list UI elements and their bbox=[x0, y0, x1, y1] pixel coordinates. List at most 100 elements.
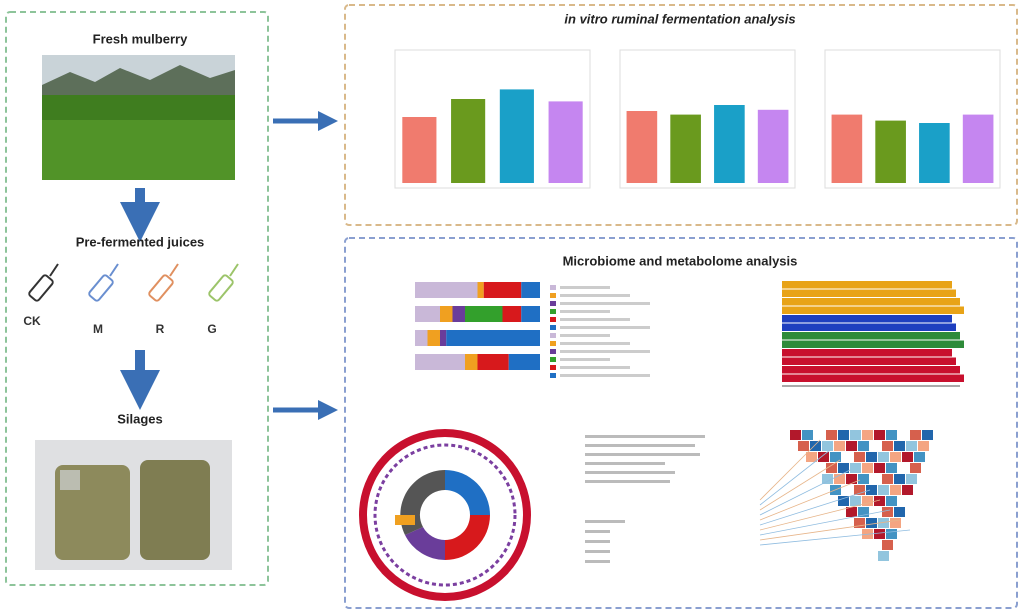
legend-swatch bbox=[550, 317, 556, 322]
mini-bar bbox=[626, 111, 658, 183]
juice-label: G bbox=[207, 322, 216, 336]
heat-cell bbox=[806, 452, 817, 462]
heat-cell bbox=[894, 474, 905, 484]
heat-cell bbox=[882, 474, 893, 484]
heat-cell bbox=[850, 496, 861, 506]
heat-cell bbox=[870, 441, 881, 451]
stacked-bar-chart bbox=[415, 282, 650, 378]
mini-bar bbox=[402, 117, 437, 183]
heat-cell bbox=[850, 463, 861, 473]
heat-cell bbox=[826, 430, 837, 440]
mini-bar bbox=[499, 89, 534, 183]
mini-bar bbox=[875, 120, 906, 183]
legend-swatch bbox=[550, 365, 556, 370]
legend-swatch bbox=[550, 293, 556, 298]
heat-cell bbox=[882, 540, 893, 550]
stack-segment bbox=[502, 306, 522, 322]
link bbox=[759, 499, 881, 531]
heat-cell bbox=[850, 430, 861, 440]
hbar bbox=[782, 306, 964, 314]
stack-segment bbox=[465, 306, 503, 322]
heat-cell bbox=[922, 430, 933, 440]
mini-bar bbox=[831, 114, 863, 183]
legend-text bbox=[560, 326, 650, 329]
heat-cell bbox=[894, 507, 905, 517]
heat-cell bbox=[918, 441, 929, 451]
juice-label: R bbox=[156, 322, 165, 336]
mini-bar-charts bbox=[394, 49, 1001, 189]
left-title: Fresh mulberry bbox=[93, 31, 188, 46]
mulberry-photo bbox=[42, 55, 235, 180]
legend-text bbox=[560, 342, 630, 345]
bottom-panel bbox=[344, 237, 1018, 609]
heat-cell bbox=[906, 441, 917, 451]
heat-cell bbox=[878, 485, 889, 495]
heat-cell bbox=[914, 452, 925, 462]
heat-cell bbox=[858, 474, 869, 484]
heat-cell bbox=[842, 452, 853, 462]
heat-cell bbox=[866, 485, 877, 495]
heat-cell bbox=[822, 474, 833, 484]
heat-cell bbox=[870, 474, 881, 484]
heat-cell bbox=[886, 463, 897, 473]
heat-cell bbox=[830, 452, 841, 462]
hbar bbox=[782, 323, 956, 331]
legend-text bbox=[560, 286, 610, 289]
heat-cell bbox=[810, 441, 821, 451]
hbar bbox=[782, 289, 956, 297]
heat-cell bbox=[906, 474, 917, 484]
heat-cell bbox=[874, 463, 885, 473]
heat-cell bbox=[882, 507, 893, 517]
heat-cell bbox=[858, 507, 869, 517]
legend-swatch bbox=[550, 333, 556, 338]
heat-cell bbox=[890, 518, 901, 528]
mini-frame bbox=[619, 49, 796, 189]
hbar bbox=[782, 340, 964, 348]
stack-segment bbox=[415, 354, 465, 370]
heat-cell bbox=[886, 496, 897, 506]
stack-segment bbox=[415, 306, 440, 322]
heat-cell bbox=[866, 518, 877, 528]
link bbox=[759, 479, 861, 521]
heat-cell bbox=[910, 463, 921, 473]
step-title: Silages bbox=[117, 411, 163, 426]
link bbox=[759, 489, 871, 526]
link bbox=[759, 519, 901, 541]
heat-cell bbox=[814, 430, 825, 440]
heat-cell bbox=[790, 430, 801, 440]
legend-text bbox=[560, 294, 630, 297]
heat-cell bbox=[842, 485, 853, 495]
stack-segment bbox=[465, 354, 478, 370]
hbar bbox=[782, 315, 952, 323]
stack-segment bbox=[477, 282, 484, 298]
heat-cell bbox=[846, 474, 857, 484]
heat-cell bbox=[846, 441, 857, 451]
heat-cell bbox=[874, 496, 885, 506]
heat-cell bbox=[858, 441, 869, 451]
mini-bar bbox=[670, 114, 701, 183]
stack-segment bbox=[415, 330, 428, 346]
heat-cell bbox=[878, 551, 889, 561]
heat-cell bbox=[862, 463, 873, 473]
link bbox=[759, 449, 831, 506]
heat-cell bbox=[854, 518, 865, 528]
mini-bar bbox=[548, 101, 583, 183]
heat-cell bbox=[878, 452, 889, 462]
legend-swatch bbox=[550, 285, 556, 290]
juice-label: CK bbox=[23, 314, 41, 328]
bottom-title: Microbiome and metabolome analysis bbox=[563, 253, 798, 268]
hbar bbox=[782, 349, 952, 357]
left-panel bbox=[5, 11, 269, 586]
heat-cell bbox=[878, 518, 889, 528]
legend-swatch bbox=[550, 309, 556, 314]
heat-cell bbox=[838, 430, 849, 440]
top-panel bbox=[344, 4, 1018, 226]
heat-cell bbox=[814, 463, 825, 473]
mini-frame bbox=[394, 49, 591, 189]
hbar bbox=[782, 357, 956, 365]
heat-cell bbox=[866, 452, 877, 462]
legend-swatch bbox=[550, 349, 556, 354]
heat-cell bbox=[890, 485, 901, 495]
heat-cell bbox=[846, 507, 857, 517]
legend-text bbox=[560, 350, 650, 353]
